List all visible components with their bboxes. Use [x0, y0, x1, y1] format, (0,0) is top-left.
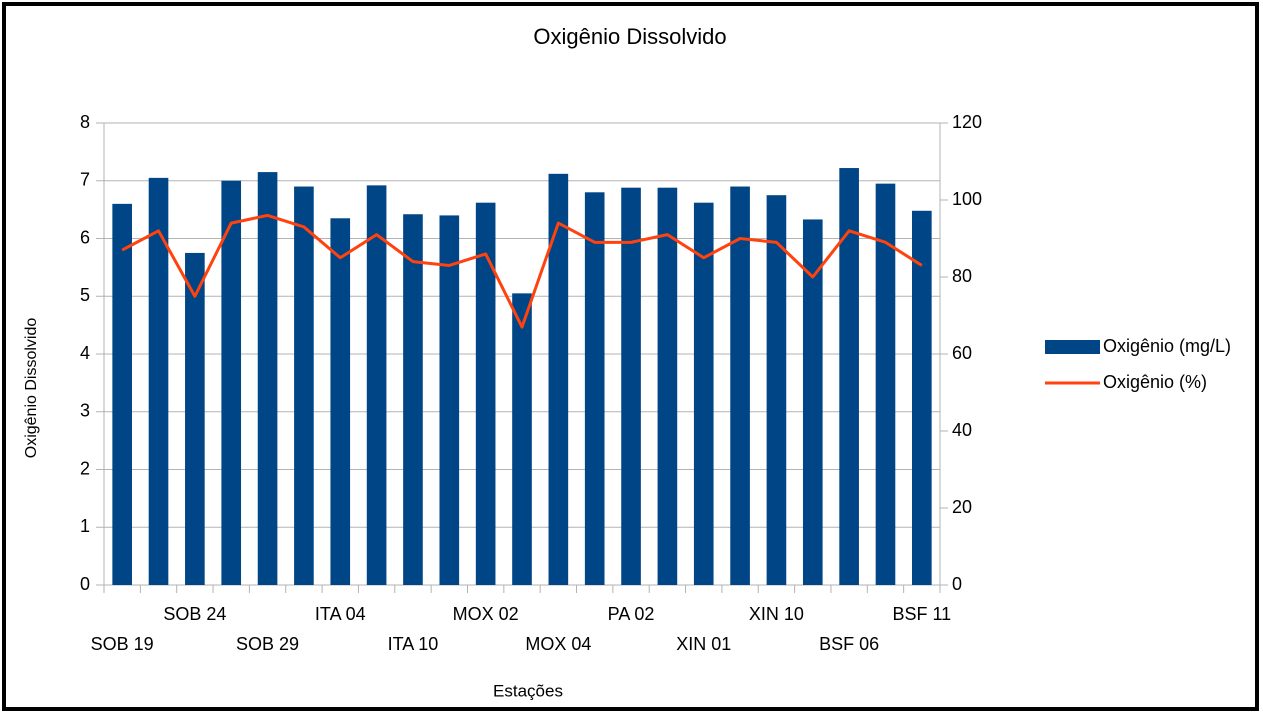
bar — [185, 252, 205, 585]
x-tick-label: ITA 10 — [388, 634, 439, 654]
x-tick-label: BSF 06 — [819, 634, 879, 654]
bar — [403, 214, 423, 585]
bar — [294, 186, 314, 585]
x-tick-label: SOB 29 — [236, 634, 299, 654]
x-tick-label: SOB 19 — [91, 634, 154, 654]
bar — [439, 215, 460, 585]
y-tick-label: 2 — [80, 458, 90, 478]
bar — [257, 172, 278, 585]
bar — [912, 210, 932, 585]
bar — [475, 202, 496, 585]
bar — [766, 195, 787, 585]
bar — [621, 187, 641, 585]
y-tick-label: 1 — [80, 516, 90, 536]
x-tick-label: XIN 10 — [749, 604, 804, 624]
legend-label: Oxigênio (mg/L) — [1103, 336, 1231, 356]
y-tick-label: 5 — [80, 285, 90, 305]
y-tick-label: 7 — [80, 170, 90, 190]
bar — [330, 218, 351, 585]
bar — [875, 183, 896, 585]
y2-tick-label: 80 — [952, 266, 972, 286]
y-axis-label: Oxigênio Dissolvido — [23, 318, 40, 459]
x-tick-label: XIN 01 — [676, 634, 731, 654]
bar — [584, 192, 605, 586]
x-axis-label: Estações — [493, 681, 563, 700]
x-tick-label: SOB 24 — [163, 604, 226, 624]
bar — [512, 293, 532, 585]
y-tick-label: 6 — [80, 227, 90, 247]
chart-title: Oxigênio Dissolvido — [533, 24, 726, 49]
y2-tick-label: 20 — [952, 497, 972, 517]
bar — [802, 219, 823, 585]
bar — [839, 168, 859, 586]
line — [121, 213, 923, 329]
y-tick-label: 4 — [80, 343, 90, 363]
y2-tick-label: 40 — [952, 420, 972, 440]
bar — [148, 177, 169, 586]
bar — [112, 203, 132, 585]
bar — [221, 180, 242, 585]
bar — [366, 185, 387, 585]
y2-tick-label: 120 — [952, 112, 982, 132]
y-tick-label: 8 — [80, 112, 90, 132]
y2-tick-label: 60 — [952, 343, 972, 363]
x-tick-label: MOX 04 — [525, 634, 591, 654]
bar — [693, 202, 714, 585]
y2-tick-label: 0 — [952, 574, 962, 594]
bar — [548, 173, 569, 585]
y-tick-label: 0 — [80, 574, 90, 594]
x-tick-label: ITA 04 — [315, 604, 366, 624]
legend-label: Oxigênio (%) — [1103, 372, 1207, 392]
bar — [730, 186, 750, 585]
x-tick-label: MOX 02 — [453, 604, 519, 624]
y2-tick-label: 100 — [952, 189, 982, 209]
legend-swatch — [1045, 340, 1100, 354]
x-tick-label: PA 02 — [608, 604, 655, 624]
x-tick-label: BSF 11 — [892, 604, 951, 624]
y-tick-label: 3 — [80, 401, 90, 421]
bar — [657, 187, 678, 585]
